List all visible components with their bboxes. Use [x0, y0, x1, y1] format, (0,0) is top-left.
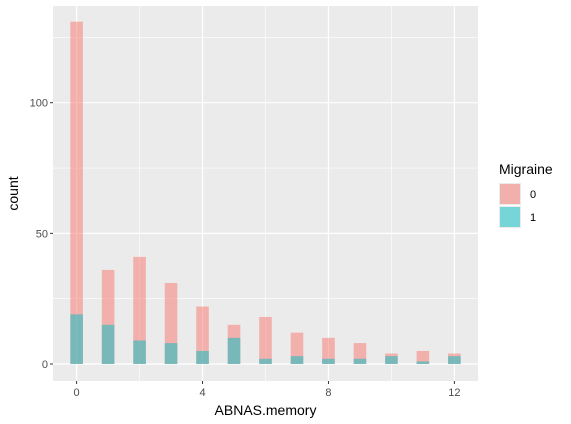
- bar-series-1: [290, 356, 304, 365]
- bar-series-1: [385, 356, 398, 365]
- bar-series-1: [322, 358, 335, 365]
- y-tick-label: 50: [36, 228, 48, 240]
- bar-series-0: [259, 316, 272, 365]
- y-axis-title: count: [5, 176, 21, 210]
- grid-minor: [53, 6, 478, 381]
- x-tick-label: 4: [199, 387, 205, 399]
- bar-series-1: [353, 358, 367, 365]
- bar-series-1: [133, 340, 146, 365]
- bar-series-1: [101, 324, 115, 365]
- bar-series-1: [227, 337, 241, 365]
- y-axis: 0 50 100: [30, 98, 53, 371]
- bar-series-1: [196, 350, 209, 365]
- legend-key-1: [500, 207, 520, 227]
- bar-series-1: [448, 356, 461, 365]
- bar-series-0: [416, 350, 430, 365]
- legend: Migraine 0 1: [499, 161, 553, 228]
- bar-series-0: [70, 21, 83, 365]
- x-tick-label: 8: [325, 387, 331, 399]
- bars: [70, 21, 461, 365]
- bar-series-0: [322, 337, 335, 365]
- bar-series-1: [259, 358, 272, 365]
- y-tick-label: 100: [30, 98, 48, 110]
- x-axis-title: ABNAS.memory: [215, 402, 317, 418]
- legend-label-1: 1: [530, 212, 536, 224]
- bar-series-0: [133, 256, 146, 365]
- y-tick-label: 0: [42, 359, 48, 371]
- x-tick-label: 0: [74, 387, 80, 399]
- bar-series-1: [164, 343, 178, 365]
- legend-key-0: [500, 184, 520, 204]
- x-axis: 0 4 8 12: [74, 381, 461, 399]
- legend-label-0: 0: [530, 189, 536, 201]
- bar-series-0: [196, 306, 209, 365]
- x-tick-label: 12: [448, 387, 460, 399]
- bar-series-1: [416, 361, 430, 365]
- legend-title: Migraine: [499, 161, 553, 177]
- bar-series-1: [70, 314, 83, 365]
